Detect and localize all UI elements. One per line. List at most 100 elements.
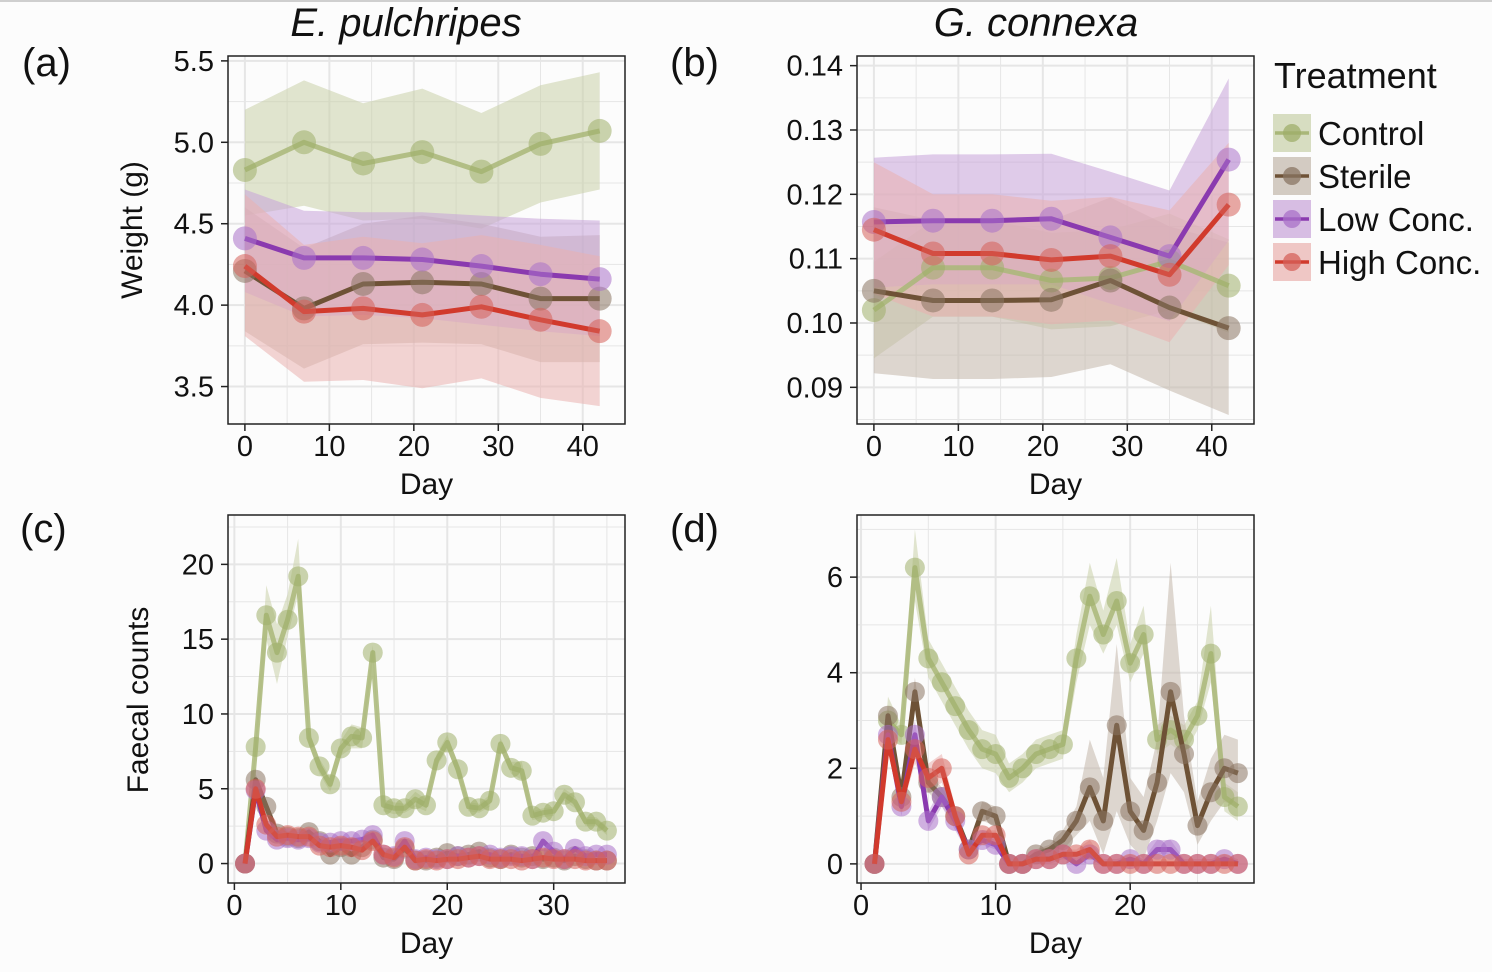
series-high xyxy=(232,254,612,344)
y-tick-label: 0.13 xyxy=(787,115,843,147)
band-sterile xyxy=(874,562,1238,864)
point-low xyxy=(587,267,612,292)
axis-ticks: 0 10 20 30 40 0.09 0.10 0.11 0.12 0.13 0.14 xyxy=(787,51,1228,463)
legend-label: High Conc. xyxy=(1318,244,1481,281)
y-tick-label: 15 xyxy=(182,624,214,656)
y-tick-label: 0.10 xyxy=(787,308,843,340)
legend-title: Treatment xyxy=(1274,55,1437,96)
point-sterile xyxy=(1157,295,1182,320)
point-control xyxy=(447,759,468,780)
point-control xyxy=(918,648,939,669)
point-high xyxy=(945,806,966,827)
point-control xyxy=(298,727,319,748)
point-high xyxy=(351,296,376,321)
point-low xyxy=(1098,225,1123,250)
point-sterile xyxy=(1098,268,1123,293)
point-control xyxy=(985,743,1006,764)
point-high xyxy=(245,778,266,799)
point-sterile xyxy=(1174,743,1195,764)
point-sterile xyxy=(1216,316,1241,341)
point-low xyxy=(292,245,317,270)
panel-d: 0 10 20 0 2 4 6 Day (d) xyxy=(670,507,1255,960)
legend-label: Low Conc. xyxy=(1318,201,1474,238)
y-tick-label: 3.5 xyxy=(174,372,214,404)
point-sterile xyxy=(469,271,494,296)
plot-frame xyxy=(227,55,626,425)
point-low xyxy=(980,208,1005,233)
point-control xyxy=(437,732,458,753)
point-sterile xyxy=(985,806,1006,827)
x-tick-label: 10 xyxy=(325,890,357,922)
x-tick-label: 30 xyxy=(482,431,514,463)
point-control xyxy=(587,118,612,143)
x-tick-label: 20 xyxy=(1027,431,1059,463)
x-tick-label: 0 xyxy=(237,431,253,463)
point-high xyxy=(958,844,979,865)
y-tick-label: 0 xyxy=(198,849,214,881)
point-high xyxy=(596,850,617,871)
legend-item-low: Low Conc. xyxy=(1273,200,1474,238)
point-high xyxy=(921,241,946,266)
point-control xyxy=(256,605,277,626)
point-control xyxy=(1133,624,1154,645)
y-tick-label: 0.12 xyxy=(787,179,843,211)
point-low xyxy=(918,810,939,831)
x-tick-label: 40 xyxy=(1196,431,1228,463)
y-tick-label: 10 xyxy=(182,699,214,731)
point-sterile xyxy=(1066,810,1087,831)
y-tick-label: 0 xyxy=(827,849,843,881)
series-sterile xyxy=(861,268,1241,341)
point-sterile xyxy=(587,286,612,311)
y-axis-title: Faecal counts xyxy=(122,607,155,794)
point-high xyxy=(985,825,1006,846)
x-tick-label: 0 xyxy=(866,431,882,463)
panel-label: (d) xyxy=(670,507,719,551)
point-sterile xyxy=(1133,820,1154,841)
y-tick-label: 4.5 xyxy=(174,209,214,241)
x-tick-label: 10 xyxy=(942,431,974,463)
point-high xyxy=(292,299,317,324)
point-sterile xyxy=(1120,801,1141,822)
point-control xyxy=(490,733,511,754)
point-low xyxy=(1039,206,1064,231)
legend-item-sterile: Sterile xyxy=(1273,157,1412,195)
point-control xyxy=(426,750,447,771)
point-high xyxy=(1227,853,1248,874)
point-control xyxy=(528,131,553,156)
plot-frame xyxy=(227,514,626,884)
point-high xyxy=(1079,839,1100,860)
y-tick-label: 0.14 xyxy=(787,51,843,83)
plot-frame xyxy=(856,55,1255,425)
point-high xyxy=(1098,244,1123,269)
point-high xyxy=(410,302,435,327)
point-low xyxy=(1160,839,1181,860)
point-low xyxy=(351,245,376,270)
point-control xyxy=(288,566,309,587)
point-control xyxy=(1093,624,1114,645)
y-tick-label: 0.11 xyxy=(789,244,843,276)
panel-title: E. pulchripes xyxy=(290,1,521,45)
point-control xyxy=(351,151,376,176)
point-sterile xyxy=(980,288,1005,313)
point-high xyxy=(587,319,612,344)
point-control xyxy=(410,140,435,165)
y-tick-label: 0.09 xyxy=(787,372,843,404)
point-high xyxy=(232,254,257,279)
point-high xyxy=(1157,262,1182,287)
point-high xyxy=(891,791,912,812)
point-high xyxy=(394,837,415,858)
point-high xyxy=(904,739,925,760)
x-axis-title: Day xyxy=(1029,468,1082,501)
point-sterile xyxy=(351,271,376,296)
point-sterile xyxy=(861,278,886,303)
x-tick-label: 40 xyxy=(567,431,599,463)
point-high xyxy=(1039,247,1064,272)
y-axis-title: Weight (g) xyxy=(116,161,149,299)
point-control xyxy=(1227,796,1248,817)
point-high xyxy=(877,729,898,750)
point-control xyxy=(277,609,298,630)
point-control xyxy=(1216,273,1241,298)
point-control xyxy=(1187,705,1208,726)
point-control xyxy=(309,756,330,777)
